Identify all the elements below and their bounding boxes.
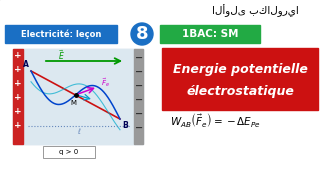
Text: $\vec{F}_e$: $\vec{F}_e$ <box>101 76 110 89</box>
Text: 1BAC: SM: 1BAC: SM <box>182 29 238 39</box>
Bar <box>5 25 117 43</box>
Text: +: + <box>14 107 22 116</box>
Text: +: + <box>14 51 22 60</box>
Text: الأولى بكالوريا: الأولى بكالوريا <box>212 4 298 17</box>
Text: Electricité: leçon: Electricité: leçon <box>21 29 101 39</box>
Bar <box>13 49 23 144</box>
Text: $\ell$: $\ell$ <box>77 126 81 136</box>
Text: B: B <box>122 121 128 130</box>
Bar <box>134 49 143 144</box>
Text: A: A <box>23 60 29 69</box>
Text: +: + <box>14 66 22 75</box>
Bar <box>0 46 160 180</box>
Bar <box>23 49 135 144</box>
Bar <box>162 48 318 110</box>
Text: +: + <box>14 93 22 102</box>
Text: +: + <box>14 122 22 130</box>
Text: $W_{AB}\left(\vec{F}_{e}\right)=-\Delta E_{Pe}$: $W_{AB}\left(\vec{F}_{e}\right)=-\Delta … <box>170 111 261 129</box>
Text: 8: 8 <box>136 25 148 43</box>
Text: $\vec{E}$: $\vec{E}$ <box>58 48 64 62</box>
Text: électrostatique: électrostatique <box>186 84 294 98</box>
Bar <box>160 46 320 180</box>
Bar <box>0 22 320 46</box>
Bar <box>43 146 95 158</box>
Bar <box>0 0 320 22</box>
Text: Energie potentielle: Energie potentielle <box>172 62 308 75</box>
Text: −: − <box>135 123 143 133</box>
Text: −: − <box>135 95 143 105</box>
Text: q > 0: q > 0 <box>60 149 79 155</box>
Bar <box>13 49 143 144</box>
Circle shape <box>131 23 153 45</box>
Text: −: − <box>135 81 143 91</box>
Bar <box>160 25 260 43</box>
Text: +: + <box>14 80 22 89</box>
Text: −: − <box>135 109 143 119</box>
Text: M: M <box>71 100 77 106</box>
Text: −: − <box>135 67 143 77</box>
Text: −: − <box>135 53 143 63</box>
